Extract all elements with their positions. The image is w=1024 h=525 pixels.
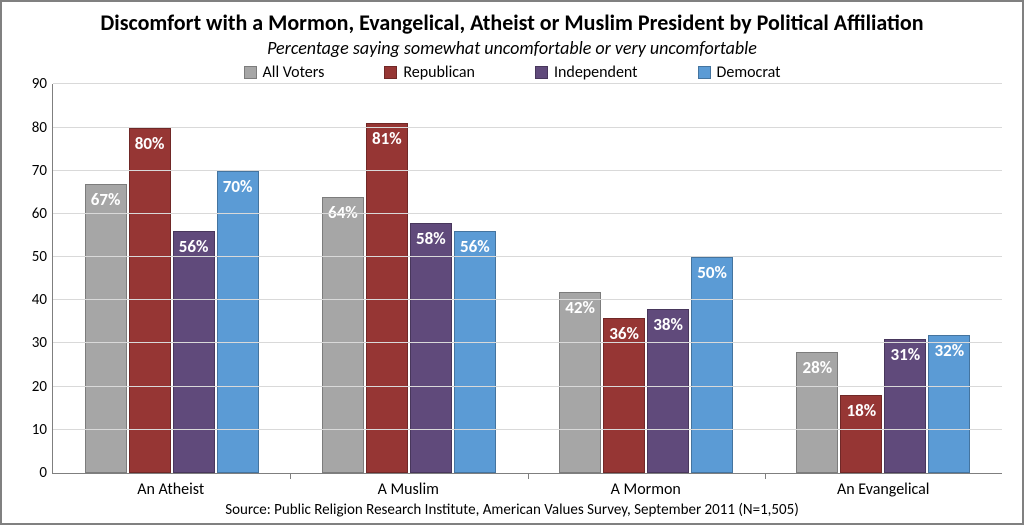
legend-label: All Voters — [263, 63, 325, 82]
bar: 18% — [840, 395, 882, 473]
grid-line — [53, 342, 1002, 343]
grid-line — [53, 429, 1002, 430]
bar-value-label: 18% — [847, 400, 877, 421]
bar-value-label: 31% — [891, 344, 921, 365]
legend-swatch-republican — [384, 66, 397, 79]
legend-swatch-independent — [535, 66, 548, 79]
grid-line — [53, 256, 1002, 257]
bar: 64% — [322, 197, 364, 473]
chart-subtitle: Percentage saying somewhat uncomfortable… — [22, 37, 1002, 59]
bar-value-label: 67% — [91, 189, 121, 210]
plot-area: 67% 80% 56% 70% 64% 81% 58% 56% 42% 36% 38% 50% 28% 1… — [22, 84, 1002, 474]
chart-title: Discomfort with a Mormon, Evangelical, A… — [22, 10, 1002, 35]
legend-label: Democrat — [717, 63, 781, 82]
y-tick-label: 60 — [32, 205, 47, 223]
bar-value-label: 50% — [697, 262, 727, 283]
plot: 67% 80% 56% 70% 64% 81% 58% 56% 42% 36% 38% 50% 28% 1… — [52, 84, 1002, 474]
x-category-label: An Atheist — [52, 480, 290, 499]
bar-group: 28% 18% 31% 32% — [765, 84, 1002, 473]
grid-line — [53, 170, 1002, 171]
bar-group: 64% 81% 58% 56% — [290, 84, 527, 473]
bar: 58% — [410, 223, 452, 473]
grid-line — [53, 213, 1002, 214]
x-category-label: An Evangelical — [765, 480, 1003, 499]
bar: 80% — [129, 128, 171, 474]
chart-source: Source: Public Religion Research Institu… — [22, 501, 1002, 519]
x-category-label: A Mormon — [527, 480, 765, 499]
bar: 31% — [884, 339, 926, 473]
chart-legend: All Voters Republican Independent Democr… — [22, 63, 1002, 82]
bar-groups: 67% 80% 56% 70% 64% 81% 58% 56% 42% 36% 38% 50% 28% 1… — [53, 84, 1002, 473]
bar-value-label: 28% — [803, 357, 833, 378]
x-tick-mark — [528, 473, 529, 479]
legend-swatch-democrat — [698, 66, 711, 79]
x-tick-mark — [290, 473, 291, 479]
y-tick-label: 90 — [32, 75, 47, 93]
bar-value-label: 80% — [135, 133, 165, 154]
y-tick-label: 10 — [32, 421, 47, 439]
grid-line — [53, 83, 1002, 84]
y-axis: 9080706050403020100 — [23, 84, 53, 473]
bar: 38% — [647, 309, 689, 473]
bar-value-label: 81% — [372, 128, 402, 149]
legend-item: Independent — [535, 63, 638, 82]
y-tick-label: 40 — [32, 291, 47, 309]
legend-item: Republican — [384, 63, 475, 82]
bar-value-label: 70% — [223, 176, 253, 197]
bar-group: 42% 36% 38% 50% — [528, 84, 765, 473]
bar: 32% — [928, 335, 970, 473]
bar-value-label: 58% — [416, 228, 446, 249]
legend-label: Independent — [554, 63, 638, 82]
bar: 81% — [366, 123, 408, 473]
bar-value-label: 38% — [653, 314, 683, 335]
y-tick-label: 0 — [39, 464, 47, 482]
y-tick-label: 30 — [32, 334, 47, 352]
bar-value-label: 36% — [609, 323, 639, 344]
bar-value-label: 56% — [179, 236, 209, 257]
y-tick-label: 70 — [32, 162, 47, 180]
bar: 42% — [559, 292, 601, 473]
x-tick-mark — [765, 473, 766, 479]
y-tick-label: 20 — [32, 378, 47, 396]
x-category-label: A Muslim — [290, 480, 528, 499]
bar: 28% — [796, 352, 838, 473]
grid-line — [53, 127, 1002, 128]
y-tick-label: 80 — [32, 119, 47, 137]
legend-swatch-all-voters — [244, 66, 257, 79]
bar: 36% — [603, 318, 645, 473]
bar-value-label: 56% — [460, 236, 490, 257]
y-tick-label: 50 — [32, 248, 47, 266]
legend-label: Republican — [403, 63, 475, 82]
grid-line — [53, 299, 1002, 300]
grid-line — [53, 386, 1002, 387]
bar: 56% — [173, 231, 215, 473]
legend-item: Democrat — [698, 63, 781, 82]
legend-item: All Voters — [244, 63, 325, 82]
bar: 50% — [691, 257, 733, 473]
x-axis: An AtheistA MuslimA MormonAn Evangelical — [22, 480, 1002, 499]
bar: 70% — [217, 171, 259, 473]
bar-group: 67% 80% 56% 70% — [53, 84, 290, 473]
chart-frame: Discomfort with a Mormon, Evangelical, A… — [0, 0, 1024, 525]
bar: 56% — [454, 231, 496, 473]
